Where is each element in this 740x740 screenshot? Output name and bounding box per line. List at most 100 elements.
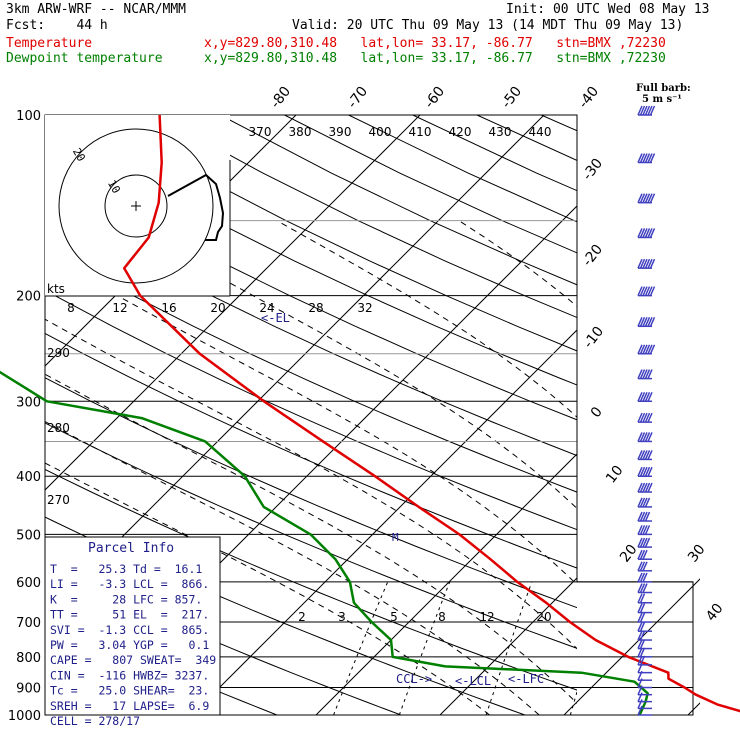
wind-barb-flag xyxy=(642,153,648,163)
parcel-info-line: CELL = 278/17 xyxy=(50,714,140,728)
moist-adiabat-line xyxy=(45,373,577,704)
wind-barb-flag xyxy=(642,432,648,442)
wind-barb-flag xyxy=(639,105,646,116)
wind-barb-flag xyxy=(637,369,643,379)
temperature-legend: Temperature xyxy=(6,36,93,51)
wind-barb-flag xyxy=(639,317,646,327)
dry-adiabat-line xyxy=(220,115,577,286)
isotherm-line xyxy=(45,115,545,615)
wind-barb-flag xyxy=(642,344,648,355)
wind-barb xyxy=(637,482,653,493)
hodograph-axis-tick: 20 xyxy=(210,301,225,315)
wind-barb xyxy=(637,639,652,650)
parcel-info-line: SVI = -1.3 CCL = 865. xyxy=(50,623,209,637)
wind-barb-flag xyxy=(639,593,646,604)
moist-adiabat-line xyxy=(45,318,577,650)
wind-barb-flag xyxy=(642,537,648,548)
hodograph-axis-tick: 8 xyxy=(67,301,75,315)
dry-adiabat-line xyxy=(348,115,577,223)
theta-label: 390 xyxy=(329,125,352,139)
wind-barb-flag xyxy=(644,482,651,493)
pressure-label: 700 xyxy=(16,616,41,631)
wind-barb-flag xyxy=(644,344,651,355)
wind-barb-flag xyxy=(647,228,653,238)
ccl-marker: CCL-> xyxy=(396,672,432,686)
mixing-ratio-label: 3 xyxy=(338,610,346,624)
dry-adiabat-line xyxy=(45,164,577,421)
dry-adiabat-line xyxy=(155,115,577,319)
pressure-label: 200 xyxy=(16,290,41,305)
pressure-label: 400 xyxy=(16,470,41,485)
hodograph-ring-label: 20 xyxy=(70,146,88,164)
pressure-label: 500 xyxy=(16,528,41,543)
wind-barb-flag xyxy=(649,344,656,355)
wind-barbs xyxy=(637,105,656,716)
hodograph-trace xyxy=(167,173,225,241)
wind-barb-flag xyxy=(642,193,648,203)
moist-adiabat-line xyxy=(276,220,577,418)
hodograph-ring-label: 10 xyxy=(105,178,123,196)
wind-barb-flag xyxy=(639,583,646,593)
wind-barb-flag xyxy=(649,228,656,238)
isotherm-label: 40 xyxy=(703,601,727,625)
pressure-label: 1000 xyxy=(8,709,41,724)
dry-adiabat-line xyxy=(45,422,577,649)
hodograph-axis-tick: 32 xyxy=(357,301,372,315)
wind-barb-flag xyxy=(639,537,646,548)
wind-barb xyxy=(637,391,653,403)
wind-barb-flag xyxy=(647,258,653,269)
wind-barb-flag xyxy=(642,466,648,477)
parcel-info-line: TT = 51 EL = 217. xyxy=(50,608,209,622)
wind-barb-flag xyxy=(647,344,653,355)
wind-barb-flag xyxy=(637,412,643,423)
wind-barb-flag xyxy=(642,572,648,583)
theta-label: 440 xyxy=(529,125,552,139)
theta-label: 420 xyxy=(449,125,472,139)
wind-barb-flag xyxy=(637,593,643,604)
barb-legend-title: Full barb: xyxy=(636,83,691,94)
isotherm-label: 10 xyxy=(603,463,627,487)
isotherm-label: 30 xyxy=(685,542,709,566)
wind-barb-flag xyxy=(639,511,646,522)
temperature-location: x,y=829.80,310.48 lat,lon= 33.17, -86.77… xyxy=(204,36,666,51)
dry-adiabat-line xyxy=(45,124,577,386)
wind-barb-flag xyxy=(637,228,643,238)
wind-barb-flag xyxy=(637,258,643,269)
wind-barb-flag xyxy=(639,525,646,535)
parcel-info-box: Parcel Info T = 25.3 Td = 16.1LI = -3.3 L… xyxy=(44,536,221,728)
wind-barb-flag xyxy=(642,525,648,535)
wind-barb-flag xyxy=(642,286,648,296)
wind-barb-flag xyxy=(644,497,651,508)
hodograph-axis-tick: 16 xyxy=(161,301,176,315)
wind-barb-flag xyxy=(647,412,653,423)
wind-barb-flag xyxy=(647,482,653,493)
hodograph-ring xyxy=(104,174,168,238)
wind-barb-flag xyxy=(639,572,646,583)
isotherm-label: -60 xyxy=(422,84,449,112)
wind-barb-flag xyxy=(644,153,651,163)
model-title: 3km ARW-WRF -- NCAR/MMM xyxy=(6,2,187,17)
wind-barb-flag xyxy=(637,105,643,116)
mixing-ratio-label: 12 xyxy=(479,610,494,624)
dry-adiabat-line xyxy=(45,247,577,493)
wind-barb xyxy=(637,549,652,560)
wind-barb-flag xyxy=(639,630,646,641)
wind-barb-flag xyxy=(637,497,643,508)
pressure-label: 800 xyxy=(16,651,41,666)
dry-adiabat-line xyxy=(45,468,577,691)
wind-barb xyxy=(637,537,652,548)
dry-adiabat-line xyxy=(284,115,577,254)
pressure-label: 600 xyxy=(16,576,41,591)
max-marker: M xyxy=(392,531,399,544)
isotherm-line xyxy=(687,702,700,715)
wind-barb-flag xyxy=(642,369,648,379)
wind-barb-flag xyxy=(639,639,646,649)
wind-barb-flag xyxy=(644,105,651,116)
wind-barb-flag xyxy=(647,450,653,460)
dry-adiabat-line xyxy=(45,377,577,609)
valid-time: Valid: 20 UTC Thu 09 May 13 (14 MDT Thu … xyxy=(292,18,684,33)
wind-barb-flag xyxy=(647,105,653,116)
wind-barb xyxy=(637,466,653,477)
